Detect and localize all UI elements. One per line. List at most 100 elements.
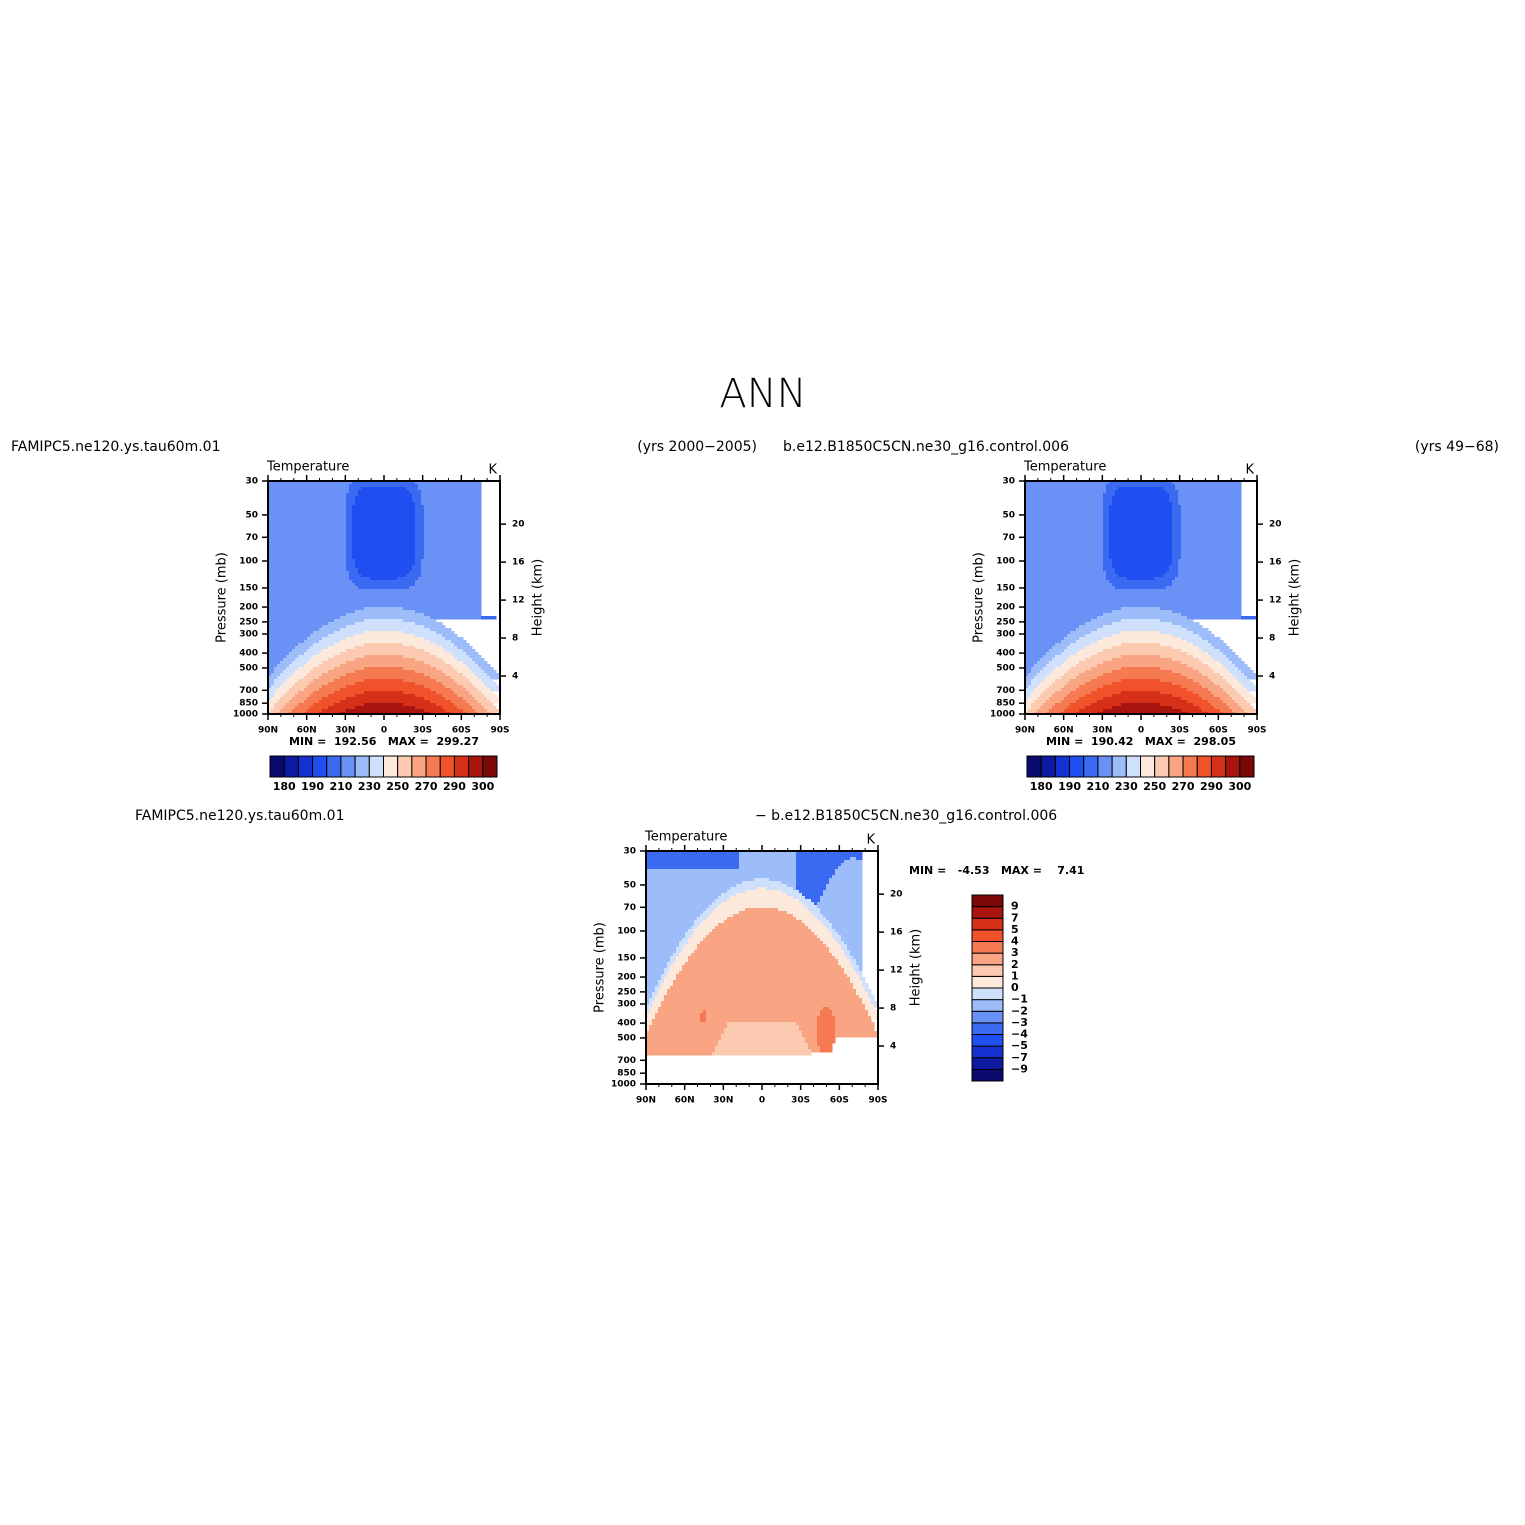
contour-fill — [796, 875, 833, 879]
contour-fill — [364, 655, 404, 659]
contour-fill — [268, 685, 272, 689]
contour-fill — [682, 968, 845, 972]
contour-fill — [1238, 667, 1251, 671]
contour-fill — [646, 953, 674, 957]
contour-fill — [445, 637, 464, 641]
contour-fill — [658, 992, 668, 996]
contour-fill — [1052, 670, 1068, 674]
contour-fill — [268, 577, 350, 581]
y2-axis-label: Height (km) — [909, 929, 924, 1006]
y2-tick-label: 8 — [512, 634, 518, 644]
contour-fill — [799, 899, 812, 903]
contour-fill — [646, 983, 659, 987]
colorbar-box — [1040, 755, 1056, 778]
contour-fill — [709, 914, 734, 918]
contour-fill — [1235, 700, 1248, 704]
contour-fill — [712, 1052, 812, 1056]
colorbar-label: 180 — [1030, 780, 1053, 793]
contour-fill — [346, 559, 356, 563]
contour-fill — [1202, 661, 1221, 665]
contour-fill — [1199, 694, 1215, 698]
contour-fill — [268, 613, 347, 617]
contour-fill — [352, 517, 416, 521]
contour-fill — [832, 953, 845, 957]
contour-fill — [1220, 661, 1233, 665]
contour-fill — [280, 661, 293, 665]
contour-fill — [1202, 697, 1221, 701]
contour-fill — [334, 643, 365, 647]
contour-fill — [268, 511, 347, 515]
contour-fill — [346, 661, 425, 665]
contour-fill — [1070, 679, 1092, 683]
contour-fill — [322, 673, 347, 677]
x-tick-label: 0 — [759, 1096, 765, 1106]
contour-fill — [1037, 697, 1050, 701]
contour-fill — [346, 526, 353, 530]
contour-fill — [838, 962, 851, 966]
contour-fill — [685, 962, 839, 966]
contour-fill — [655, 995, 665, 999]
contour-fill — [715, 1049, 812, 1053]
contour-fill — [283, 670, 296, 674]
y-tick-label: 30 — [623, 847, 636, 857]
contour-fill — [1067, 682, 1086, 686]
contour-fill — [823, 890, 863, 894]
contour-fill — [1097, 616, 1188, 620]
contour-fill — [328, 634, 356, 638]
contour-fill — [1172, 535, 1182, 539]
contour-fill — [646, 1007, 650, 1011]
colorbar-box — [1196, 755, 1212, 778]
contour-fill — [1064, 685, 1080, 689]
contour-fill — [346, 523, 353, 527]
contour-fill — [685, 935, 692, 939]
contour-fill — [457, 646, 473, 650]
contour-fill — [268, 628, 320, 632]
contour-fill — [280, 709, 293, 713]
x-tick-label: 90S — [490, 726, 509, 736]
contour-fill — [709, 932, 815, 936]
contour-fill — [1064, 661, 1080, 665]
contour-fill — [1091, 631, 1122, 635]
contour-fill — [1160, 667, 1194, 671]
contour-fill — [1175, 487, 1242, 491]
contour-fill — [463, 661, 476, 665]
colorbar-box — [1140, 755, 1156, 778]
contour-fill — [841, 938, 863, 942]
y-tick-label: 300 — [996, 629, 1015, 639]
contour-fill — [1202, 649, 1221, 653]
contour-fill — [1046, 688, 1062, 692]
colorbar-box — [971, 975, 1004, 989]
contour-fill — [1112, 499, 1170, 503]
contour-fill — [805, 923, 824, 927]
contour-fill — [1172, 634, 1200, 638]
contour-fill — [679, 941, 689, 945]
contour-fill — [856, 959, 863, 963]
contour-fill — [799, 1025, 818, 1029]
contour-fill — [1214, 694, 1230, 698]
contour-fill — [1229, 706, 1242, 710]
contour-fill — [271, 685, 281, 689]
contour-fill — [1076, 664, 1098, 668]
contour-fill — [811, 1049, 821, 1053]
y-tick-label: 200 — [996, 603, 1015, 613]
contour-fill — [346, 499, 356, 503]
contour-fill — [415, 523, 425, 527]
contour-fill — [289, 700, 305, 704]
contour-fill — [1091, 619, 1122, 623]
contour-fill — [475, 709, 488, 713]
contour-fill — [1172, 481, 1242, 485]
contour-fill — [424, 526, 482, 530]
contour-fill — [466, 688, 479, 692]
contour-fill — [268, 526, 347, 530]
contour-fill — [415, 658, 443, 662]
contour-fill — [268, 616, 341, 620]
contour-fill — [424, 556, 482, 560]
contour-fill — [1178, 490, 1242, 494]
contour-fill — [268, 514, 347, 518]
contour-fill — [304, 664, 320, 668]
contour-fill — [328, 670, 356, 674]
case-name: b.e12.B1850C5CN.ne30_g16.control.006 — [783, 439, 1069, 455]
contour-fill — [805, 1040, 818, 1044]
contour-fill — [421, 571, 482, 575]
contour-fill — [820, 938, 836, 942]
